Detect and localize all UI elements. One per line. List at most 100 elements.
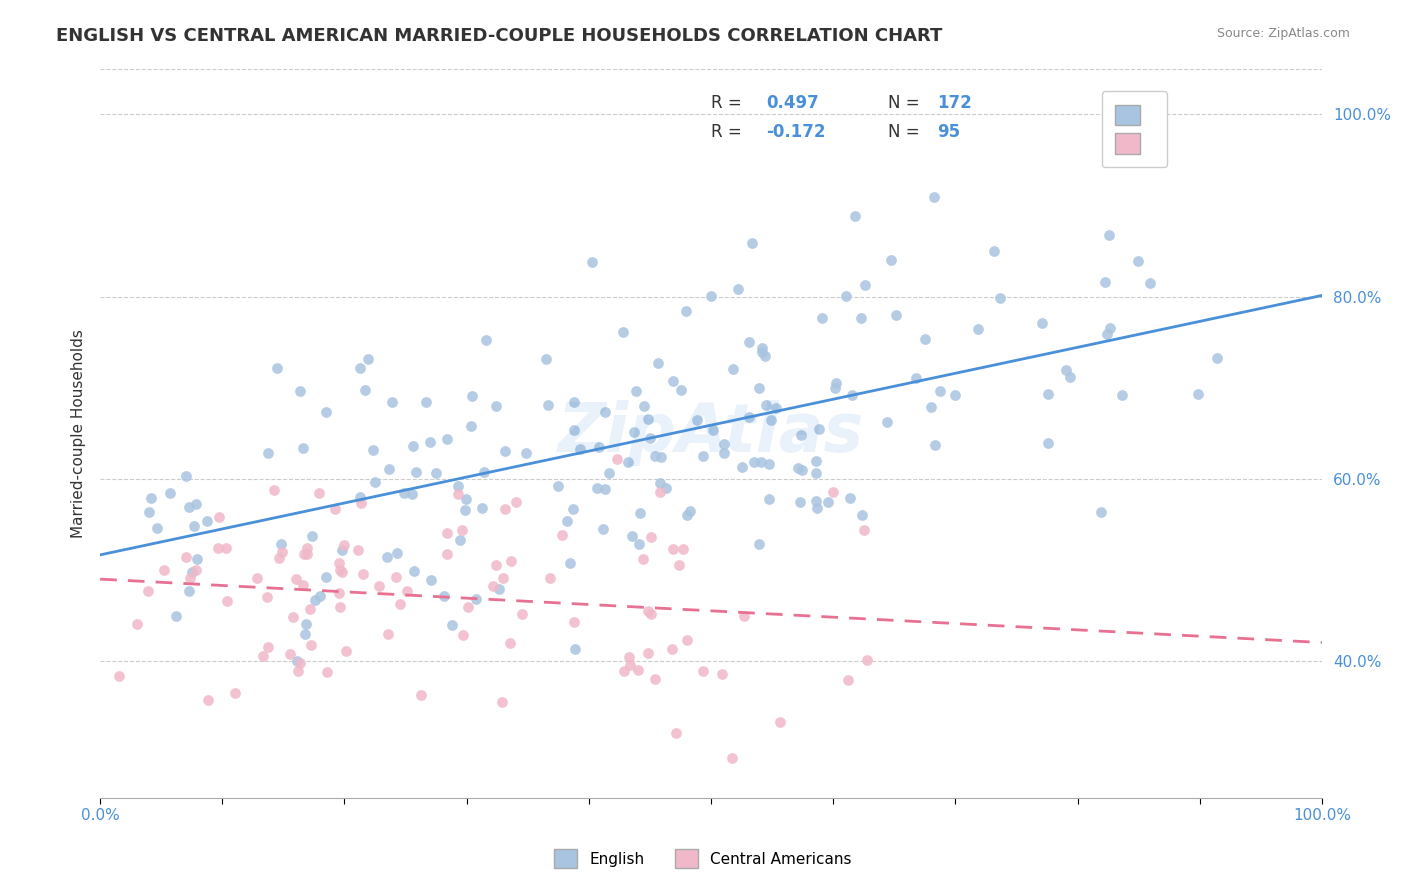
Point <box>558 556 581 570</box>
Point <box>628 506 651 520</box>
Point <box>377 626 399 640</box>
Point <box>665 726 688 740</box>
Point <box>967 321 990 335</box>
Text: R =: R = <box>711 94 747 112</box>
Point <box>381 395 404 409</box>
Point <box>628 537 651 551</box>
Point <box>415 394 437 409</box>
Point <box>904 371 927 385</box>
Point <box>436 432 458 446</box>
Text: N =: N = <box>889 94 925 112</box>
Point <box>769 714 792 729</box>
Point <box>1099 321 1122 335</box>
Point <box>851 508 873 523</box>
Point <box>650 450 672 464</box>
Point <box>436 547 458 561</box>
Point <box>433 589 456 603</box>
Point <box>807 422 830 436</box>
Point <box>811 311 834 326</box>
Point <box>256 640 278 654</box>
Point <box>823 485 845 500</box>
Point <box>761 412 783 426</box>
Point <box>475 333 498 347</box>
Point <box>835 288 858 302</box>
Point <box>692 664 714 678</box>
Point <box>308 589 330 603</box>
Point <box>350 496 373 510</box>
Point <box>329 562 352 576</box>
Point <box>738 410 761 425</box>
Point <box>612 664 634 678</box>
Point <box>402 565 425 579</box>
Point <box>197 514 219 528</box>
Point <box>356 352 378 367</box>
Point <box>482 579 505 593</box>
Text: 95: 95 <box>936 123 960 141</box>
Point <box>631 552 654 566</box>
Point <box>378 461 401 475</box>
Point <box>153 563 176 577</box>
Point <box>474 465 496 479</box>
Point <box>387 546 409 560</box>
Point <box>1111 387 1133 401</box>
Point <box>278 647 301 661</box>
Point <box>852 523 875 537</box>
Text: 172: 172 <box>936 94 972 112</box>
Point <box>301 528 323 542</box>
Point <box>841 388 863 402</box>
Point <box>485 558 508 572</box>
Point <box>184 563 207 577</box>
Point <box>751 341 773 355</box>
Point <box>281 610 304 624</box>
Text: 0.497: 0.497 <box>766 94 818 112</box>
Point <box>650 485 672 500</box>
Point <box>454 502 477 516</box>
Point <box>754 349 776 363</box>
Point <box>702 423 724 437</box>
Point <box>451 523 474 537</box>
Point <box>534 352 557 367</box>
Point <box>837 673 859 688</box>
Point <box>617 455 640 469</box>
Point <box>924 438 946 452</box>
Point <box>256 591 278 605</box>
Point <box>647 355 669 369</box>
Point <box>720 750 742 764</box>
Point <box>494 501 516 516</box>
Point <box>804 494 827 508</box>
Point <box>180 566 202 580</box>
Point <box>299 638 322 652</box>
Point <box>267 550 290 565</box>
Point <box>491 695 513 709</box>
Point <box>505 495 527 509</box>
Point <box>789 495 811 509</box>
Point <box>197 693 219 707</box>
Point <box>323 501 346 516</box>
Point <box>1187 387 1209 401</box>
Point <box>876 416 898 430</box>
Point <box>633 399 655 413</box>
Point <box>1036 436 1059 450</box>
Point <box>640 530 662 544</box>
Point <box>1205 351 1227 366</box>
Point <box>824 376 846 390</box>
Point <box>425 466 447 480</box>
Point <box>295 617 318 632</box>
Point <box>624 384 647 398</box>
Point <box>215 541 238 556</box>
Point <box>461 389 484 403</box>
Point <box>1090 505 1112 519</box>
Point <box>395 584 418 599</box>
Point <box>159 486 181 500</box>
Point <box>335 644 357 658</box>
Point <box>758 491 780 506</box>
Point <box>619 657 641 672</box>
Point <box>561 502 583 516</box>
Point <box>637 646 659 660</box>
Point <box>352 566 374 581</box>
Text: ENGLISH VS CENTRAL AMERICAN MARRIED-COUPLE HOUSEHOLDS CORRELATION CHART: ENGLISH VS CENTRAL AMERICAN MARRIED-COUP… <box>56 27 942 45</box>
Point <box>394 485 416 500</box>
Point <box>308 486 330 500</box>
Point <box>224 686 246 700</box>
Point <box>588 440 610 454</box>
